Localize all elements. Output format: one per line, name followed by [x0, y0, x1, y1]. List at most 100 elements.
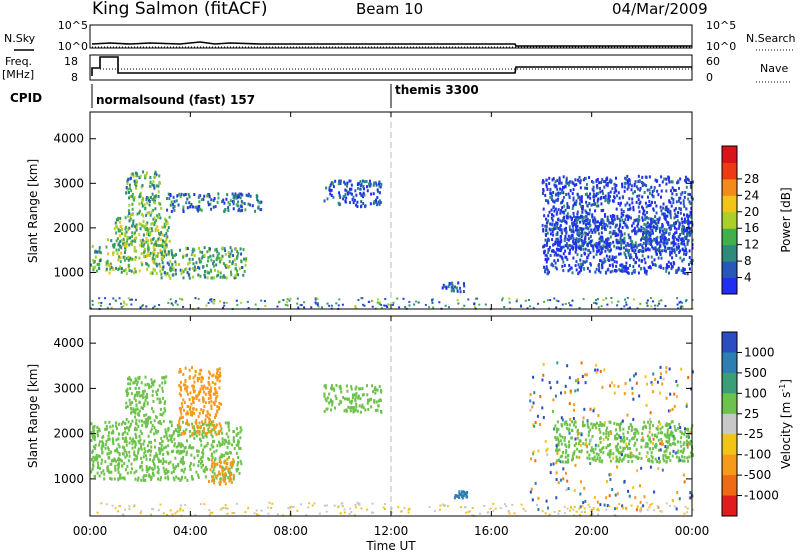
- power-cell: [362, 179, 365, 183]
- power-cell: [208, 271, 211, 275]
- power-cell: [192, 262, 195, 266]
- power-cell: [198, 266, 201, 270]
- power-cell: [122, 237, 125, 241]
- power-cell: [353, 198, 356, 202]
- velocity-cell: [556, 448, 559, 452]
- velocity-cell: [579, 492, 582, 496]
- power-cell: [677, 246, 680, 250]
- power-cell: [181, 269, 184, 273]
- power-cell: [572, 230, 575, 234]
- power-cell: [545, 184, 548, 188]
- power-cell: [106, 238, 109, 242]
- velocity-cell: [665, 423, 668, 427]
- power-cell: [555, 306, 558, 309]
- power-cell: [681, 220, 684, 224]
- power-cell: [560, 255, 563, 259]
- velocity-cell: [203, 445, 206, 449]
- power-cell: [579, 198, 582, 202]
- power-cell: [657, 193, 660, 197]
- power-cell: [244, 263, 247, 267]
- velocity-cell: [582, 416, 585, 420]
- power-cell: [235, 299, 238, 302]
- power-cell: [260, 208, 263, 212]
- velocity-cell: [649, 465, 652, 469]
- power-cell: [648, 241, 651, 245]
- velocity-cell: [143, 451, 146, 455]
- power-cell: [173, 200, 176, 204]
- velocity-cell: [161, 462, 164, 466]
- power-cell: [552, 233, 555, 237]
- velocity-cell: [560, 442, 563, 446]
- power-cell: [591, 180, 594, 184]
- velocity-cell: [199, 437, 202, 441]
- velocity-cell: [182, 383, 185, 387]
- velocity-cell: [566, 454, 569, 458]
- velocity-cell: [573, 488, 576, 492]
- power-cell: [642, 210, 645, 214]
- velocity-cell: [160, 446, 163, 450]
- power-cell: [671, 224, 674, 228]
- power-cell: [175, 253, 178, 257]
- velocity-cell: [459, 506, 462, 509]
- power-cell: [355, 193, 358, 197]
- power-cell: [127, 214, 130, 218]
- power-cell: [597, 220, 600, 224]
- velocity-cell: [555, 444, 558, 448]
- power-cell: [583, 219, 586, 223]
- power-cell: [624, 218, 627, 222]
- power-cell: [577, 231, 580, 235]
- power-cell: [556, 221, 559, 225]
- velocity-cell: [160, 436, 163, 440]
- power-cell: [565, 244, 568, 248]
- power-cell: [417, 301, 420, 304]
- velocity-cell: [558, 510, 561, 513]
- velocity-cell: [464, 506, 467, 509]
- power-cell: [546, 231, 549, 235]
- velocity-cell: [186, 419, 189, 423]
- velocity-cell: [177, 444, 180, 448]
- velocity-cell: [223, 461, 226, 465]
- nsearch-tick-low: 10^0: [706, 40, 736, 53]
- power-cell: [474, 307, 477, 310]
- power-cell: [573, 215, 576, 219]
- velocity-cell: [179, 449, 182, 453]
- power-cell: [627, 215, 630, 219]
- power-cell: [168, 263, 171, 267]
- velocity-cell: [379, 398, 382, 402]
- velocity-cell: [145, 418, 148, 422]
- power-cell: [622, 196, 625, 200]
- power-cell: [636, 245, 639, 249]
- velocity-cell: [683, 480, 686, 484]
- velocity-cell: [558, 448, 561, 452]
- velocity-cell: [182, 470, 185, 474]
- velocity-cell: [163, 407, 166, 411]
- velocity-cell: [207, 397, 210, 401]
- velocity-cell: [154, 445, 157, 449]
- velocity-cell: [568, 431, 571, 435]
- power-cell: [135, 225, 138, 229]
- velocity-cell: [684, 427, 687, 431]
- velocity-cell: [173, 444, 176, 448]
- velocity-cell: [180, 407, 183, 411]
- power-cell: [175, 300, 178, 303]
- power-cell: [690, 206, 693, 210]
- power-cell: [139, 227, 142, 231]
- velocity-cell: [623, 455, 626, 459]
- date-title: 04/Mar/2009: [612, 0, 708, 18]
- power-cell: [163, 251, 166, 255]
- power-cell: [639, 249, 642, 253]
- power-cell: [680, 269, 683, 273]
- power-cell: [462, 290, 465, 294]
- power-cell: [351, 198, 354, 202]
- velocity-cell: [684, 430, 687, 434]
- power-cell: [138, 256, 141, 260]
- velocity-cell: [616, 437, 619, 441]
- velocity-cell: [202, 430, 205, 434]
- power-cell: [163, 271, 166, 275]
- power-cell: [130, 269, 133, 273]
- power-cell: [579, 220, 582, 224]
- power-cell: [310, 306, 313, 309]
- power-cell: [158, 231, 161, 235]
- power-cell: [579, 247, 582, 251]
- velocity-cell: [195, 434, 198, 438]
